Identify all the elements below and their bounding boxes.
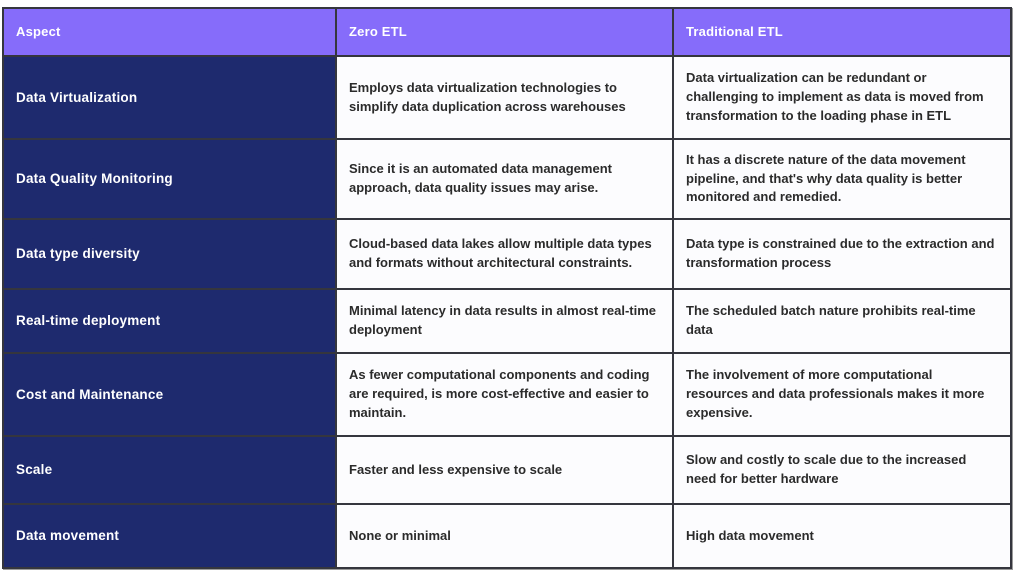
column-header-traditional-etl: Traditional ETL <box>674 9 1010 55</box>
aspect-cell: Real-time deployment <box>4 290 335 352</box>
aspect-cell: Data Virtualization <box>4 57 335 138</box>
traditional-etl-cell: The involvement of more computational re… <box>674 354 1010 435</box>
zero-etl-cell: Minimal latency in data results in almos… <box>337 290 672 352</box>
zero-etl-cell: Faster and less expensive to scale <box>337 437 672 503</box>
column-header-zero-etl: Zero ETL <box>337 9 672 55</box>
aspect-cell: Data movement <box>4 505 335 567</box>
traditional-etl-cell: Slow and costly to scale due to the incr… <box>674 437 1010 503</box>
etl-comparison-table: Aspect Zero ETL Traditional ETL Data Vir… <box>2 7 1012 569</box>
zero-etl-cell: As fewer computational components and co… <box>337 354 672 435</box>
zero-etl-cell: None or minimal <box>337 505 672 567</box>
aspect-cell: Scale <box>4 437 335 503</box>
aspect-cell: Data Quality Monitoring <box>4 140 335 218</box>
zero-etl-cell: Since it is an automated data management… <box>337 140 672 218</box>
column-header-aspect: Aspect <box>4 9 335 55</box>
traditional-etl-cell: It has a discrete nature of the data mov… <box>674 140 1010 218</box>
aspect-cell: Cost and Maintenance <box>4 354 335 435</box>
zero-etl-cell: Employs data virtualization technologies… <box>337 57 672 138</box>
aspect-cell: Data type diversity <box>4 220 335 288</box>
traditional-etl-cell: The scheduled batch nature prohibits rea… <box>674 290 1010 352</box>
traditional-etl-cell: High data movement <box>674 505 1010 567</box>
traditional-etl-cell: Data virtualization can be redundant or … <box>674 57 1010 138</box>
zero-etl-cell: Cloud-based data lakes allow multiple da… <box>337 220 672 288</box>
traditional-etl-cell: Data type is constrained due to the extr… <box>674 220 1010 288</box>
